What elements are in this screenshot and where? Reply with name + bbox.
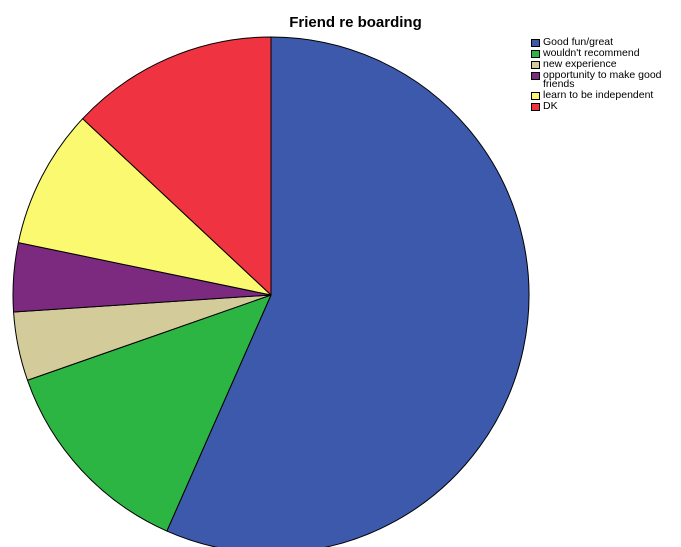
legend-label-independent: learn to be independent [543,89,654,102]
legend-label-new-experience: new experience [543,57,617,70]
legend-label-good-fun: Good fun/great [543,36,614,48]
legend-label-make-friends: opportunity to make good friends [543,68,662,91]
legend-item-good-fun: Good fun/great [531,36,679,48]
legend-label-dk: DK [543,100,558,113]
legend-item-dk: DK [531,100,679,113]
legend-swatch-wouldnt-recommend [531,49,540,58]
legend-label-wouldnt-recommend: wouldn't recommend [543,46,640,59]
legend-swatch-dk [531,103,540,112]
legend-swatch-good-fun [531,39,540,47]
legend-item-new-experience: new experience [531,57,679,70]
chart-title: Friend re boarding [289,14,422,31]
legend-swatch-new-experience [531,60,540,69]
pie-slice-good-fun [166,36,530,547]
legend-item-independent: learn to be independent [531,89,679,102]
legend: Good fun/great wouldn't recommend new ex… [531,36,679,113]
pie-slice-wouldnt-recommend [27,294,272,532]
legend-item-wouldnt-recommend: wouldn't recommend [531,46,679,59]
pie-slice-independent [17,118,272,296]
pie-slice-dk [82,36,272,296]
legend-item-make-friends: opportunity to make good friends [531,68,679,91]
legend-swatch-make-friends [531,71,540,80]
legend-swatch-independent [531,92,540,101]
